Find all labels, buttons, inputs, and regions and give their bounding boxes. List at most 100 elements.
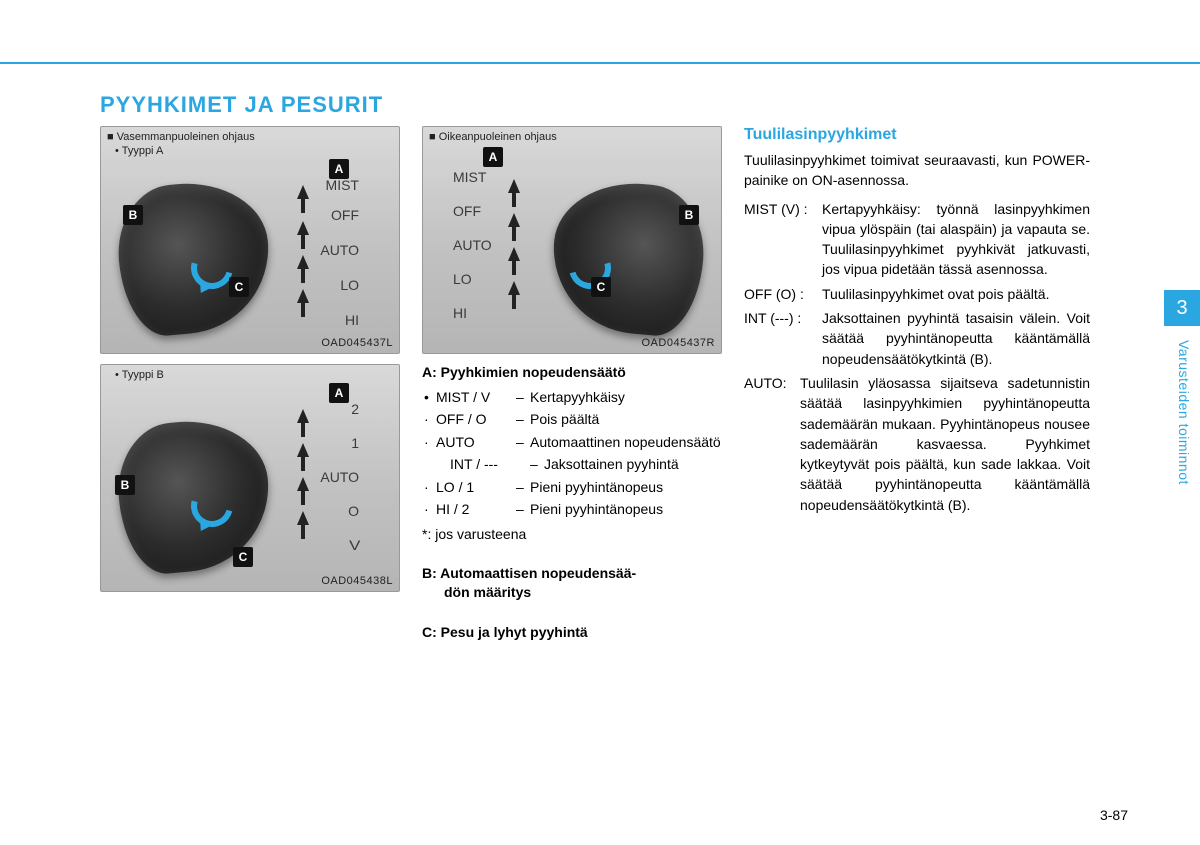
arrow-icon (508, 247, 520, 261)
definition-row: INT (---) : Jaksottainen pyyhintä tasais… (744, 308, 1090, 369)
setting-value: Pois päältä (530, 408, 722, 430)
section-a-title: A: Pyyhkimien nopeudensäätö (422, 364, 722, 380)
arrow-icon (297, 443, 309, 457)
section-b-title: B: Automaattisen nopeudensää- dön määrit… (422, 564, 722, 600)
arrow-icon (508, 179, 520, 193)
column-middle: ■ Oikeanpuoleinen ohjaus A B C MIST OFF … (422, 126, 722, 641)
bullet-icon: • (422, 386, 436, 408)
definition-value: Kertapyyhkäisy: työnnä lasinpyyhkimen vi… (822, 199, 1090, 280)
arrow-icon (297, 185, 309, 199)
label-hi: HI (345, 312, 359, 328)
dash-icon: – (530, 453, 544, 475)
intro-paragraph: Tuulilasinpyyhkimet toimivat seuraavasti… (744, 150, 1090, 191)
bullet-icon: · (422, 498, 436, 520)
label-off: OFF (453, 203, 481, 219)
page-content: PYYHKIMET JA PESURIT ■ Vasemmanpuoleinen… (100, 92, 1090, 641)
label-2: 2 (351, 401, 359, 417)
label-off: OFF (331, 207, 359, 223)
bullet-icon: · (422, 408, 436, 430)
section-c-title: C: Pesu ja lyhyt pyyhintä (422, 623, 722, 641)
arrow-icon (297, 221, 309, 235)
figure-2-subcaption: • Tyyppi B (115, 369, 164, 381)
setting-value: Automaattinen nopeudensäätö (530, 431, 722, 453)
figure-3: ■ Oikeanpuoleinen ohjaus A B C MIST OFF … (422, 126, 722, 354)
definition-key: MIST (V) : (744, 199, 822, 280)
label-lo: LO (340, 277, 359, 293)
bullet-icon (422, 453, 436, 475)
badge-a: A (329, 383, 349, 403)
label-hi: HI (453, 305, 467, 321)
dash-icon: – (516, 498, 530, 520)
arrow-icon (508, 281, 520, 295)
dash-icon: – (516, 386, 530, 408)
setting-value: Kertapyyhkäisy (530, 386, 722, 408)
columns: ■ Vasemmanpuoleinen ohjaus • Tyyppi A A … (100, 126, 1090, 641)
setting-key: MIST / V (436, 386, 516, 408)
setting-key: AUTO (436, 431, 516, 453)
label-o: O (348, 503, 359, 519)
dash-icon: – (516, 431, 530, 453)
page-number: 3-87 (1100, 807, 1128, 823)
figure-2-id: OAD045438L (321, 575, 393, 587)
setting-value: Pieni pyyhintänopeus (530, 498, 722, 520)
definition-row: OFF (O) : Tuulilasinpyyhkimet ovat pois … (744, 284, 1090, 304)
definition-key: INT (---) : (744, 308, 822, 369)
figure-1-id: OAD045437L (321, 337, 393, 349)
definition-key: AUTO: (744, 373, 800, 515)
label-auto: AUTO (453, 237, 492, 253)
arrow-icon (297, 255, 309, 269)
arrow-icon (297, 289, 309, 303)
right-heading: Tuulilasinpyyhkimet (744, 126, 1090, 144)
list-item: · AUTO – Automaattinen nopeudensäätö (422, 431, 722, 453)
definition-value: Jaksottainen pyyhintä tasaisin välein. V… (822, 308, 1090, 369)
section-a-note: *: jos varusteena (422, 526, 722, 542)
badge-a: A (329, 159, 349, 179)
arrow-icon (508, 213, 520, 227)
badge-a: A (483, 147, 503, 167)
column-right: Tuulilasinpyyhkimet Tuulilasinpyyhkimet … (744, 126, 1090, 641)
definition-row: MIST (V) : Kertapyyhkäisy: työnnä lasinp… (744, 199, 1090, 280)
label-lo: LO (453, 271, 472, 287)
label-mist: MIST (453, 169, 486, 185)
badge-c: C (229, 277, 249, 297)
badge-b: B (115, 475, 135, 495)
arrow-icon (297, 409, 309, 423)
label-auto: AUTO (320, 242, 359, 258)
figure-3-id: OAD045437R (642, 337, 716, 349)
top-rule (0, 62, 1200, 64)
label-auto: AUTO (320, 469, 359, 485)
page-title: PYYHKIMET JA PESURIT (100, 92, 1090, 118)
definition-value: Tuulilasin yläosassa sijaitseva sadetunn… (800, 373, 1090, 515)
badge-b: B (679, 205, 699, 225)
badge-c: C (591, 277, 611, 297)
setting-value: Jaksottainen pyyhintä (544, 453, 722, 475)
setting-value: Pieni pyyhintänopeus (530, 476, 722, 498)
label-1: 1 (351, 435, 359, 451)
arrow-icon (297, 477, 309, 491)
figure-3-caption: ■ Oikeanpuoleinen ohjaus (429, 131, 557, 143)
figure-1: ■ Vasemmanpuoleinen ohjaus • Tyyppi A A … (100, 126, 400, 354)
setting-key: OFF / O (436, 408, 516, 430)
bullet-icon: · (422, 431, 436, 453)
figure-1-subcaption: • Tyyppi A (115, 145, 163, 157)
label-mist: MIST (326, 177, 359, 193)
setting-key: HI / 2 (436, 498, 516, 520)
badge-c: C (233, 547, 253, 567)
definition-key: OFF (O) : (744, 284, 822, 304)
badge-b: B (123, 205, 143, 225)
bullet-icon: · (422, 476, 436, 498)
chapter-tab: 3 (1164, 290, 1200, 326)
list-item: • MIST / V – Kertapyyhkäisy (422, 386, 722, 408)
definition-value: Tuulilasinpyyhkimet ovat pois päältä. (822, 284, 1090, 304)
list-item: · HI / 2 – Pieni pyyhintänopeus (422, 498, 722, 520)
dash-icon: – (516, 476, 530, 498)
setting-key: LO / 1 (436, 476, 516, 498)
list-item: INT / --- – Jaksottainen pyyhintä (422, 453, 722, 475)
figure-1-caption: ■ Vasemmanpuoleinen ohjaus (107, 131, 255, 143)
column-left: ■ Vasemmanpuoleinen ohjaus • Tyyppi A A … (100, 126, 400, 641)
chapter-label: Varusteiden toiminnot (1176, 340, 1192, 485)
dash-icon: – (516, 408, 530, 430)
definition-row: AUTO: Tuulilasin yläosassa sijaitseva sa… (744, 373, 1090, 515)
label-v: V (349, 537, 360, 553)
figure-2: • Tyyppi B A B C 2 1 AUTO O V OAD045438L (100, 364, 400, 592)
